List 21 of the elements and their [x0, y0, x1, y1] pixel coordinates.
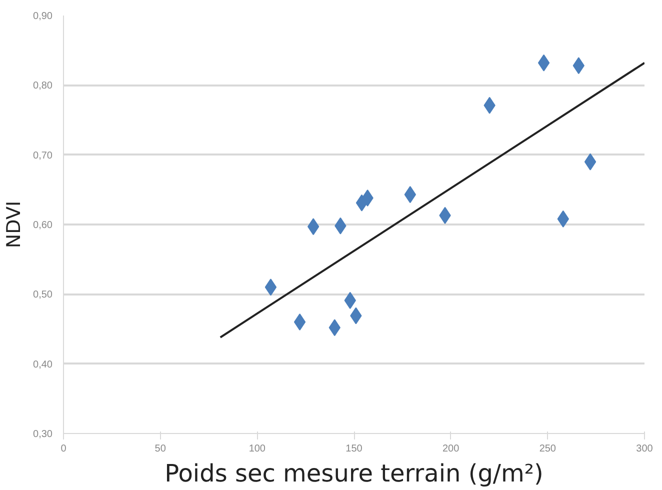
- x-tick-label: 300: [636, 444, 654, 454]
- point: [538, 54, 550, 72]
- y-tick-label: 0,90: [33, 11, 53, 22]
- y-tick-label: 0,30: [33, 429, 53, 440]
- x-tick-label: 100: [248, 444, 266, 454]
- y-tick-label: 0,70: [33, 150, 53, 162]
- x-tick-label: 50: [154, 444, 166, 454]
- x-tick-label: 0: [60, 444, 67, 454]
- y-tick-label: 0,50: [33, 290, 53, 301]
- x-tick-label: 150: [346, 444, 363, 454]
- y-tick-label: 0,40: [33, 359, 53, 370]
- point: [584, 153, 596, 170]
- point: [294, 314, 306, 331]
- y-tick-label: 0,80: [33, 80, 53, 92]
- y-tick-label: 0,60: [33, 220, 53, 231]
- point: [264, 278, 277, 296]
- x-tick-label: 250: [539, 444, 556, 454]
- y-axis-title: NDVI: [3, 200, 26, 248]
- point: [307, 218, 320, 236]
- x-axis-title: Poids sec mesure terrain (g/m²): [164, 460, 544, 488]
- x-tick-label: 200: [442, 444, 460, 454]
